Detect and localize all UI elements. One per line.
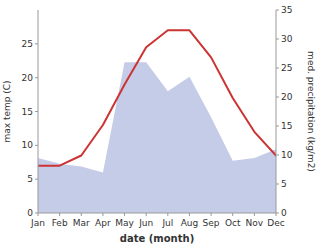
y2-tick [276,213,279,214]
y-tick [35,43,38,44]
plot-area [38,30,276,213]
x-tick-label: Jan [30,218,45,228]
y-tick [35,145,38,146]
y2-tick [276,39,279,40]
y2-tick-label: 30 [281,34,293,44]
y2-tick [276,97,279,98]
y-tick [35,213,38,214]
chart: Jan Feb Mar Apr May Jun Jul Aug Sep Oct NovDec date… [0,0,318,247]
x-tick-label: Apr [95,218,111,228]
y-tick [35,77,38,78]
x-tick-label: Sep [203,218,220,228]
y-tick-label: 10 [22,140,34,150]
y2-tick-label: 10 [281,150,293,160]
y-tick-label: 5 [27,174,33,184]
y2-axis-line [276,10,277,213]
y2-tick-label: 25 [281,63,292,73]
x-tick [59,213,60,216]
x-tick-label: Aug [181,218,199,228]
x-tick [102,213,103,216]
y2-tick [276,126,279,127]
y2-tick-label: 35 [281,5,292,15]
x-tick [189,213,190,216]
y-tick-label: 25 [22,39,33,49]
y2-tick [276,184,279,185]
x-tick-label: Jul [161,218,173,228]
y-tick-label: 20 [22,73,34,83]
x-tick [254,213,255,216]
precipitation-area [38,62,276,213]
y-tick-label: 0 [27,208,33,218]
x-tick-label: Dec [267,218,284,228]
x-tick-label: Mar [73,218,90,228]
y2-tick [276,68,279,69]
y-tick [35,111,38,112]
y2-tick-label: 15 [281,121,292,131]
y2-tick-label: 5 [281,179,287,189]
y2-tick [276,10,279,11]
x-tick-label: Nov [246,218,264,228]
x-tick [167,213,168,216]
x-tick [81,213,82,216]
y-tick-label: 15 [22,107,33,117]
y-axis-label: max temp (C) [2,80,12,142]
y2-tick-label: 0 [281,208,287,218]
x-axis-line [38,213,276,214]
y-tick [35,179,38,180]
x-tick [211,213,212,216]
x-tick-label: Jun [138,218,153,228]
x-tick [146,213,147,216]
x-tick [124,213,125,216]
x-tick-label: May [115,218,134,228]
y2-axis-label: med. precipitation (kg/m2) [306,51,316,172]
x-axis-label: date (month) [120,233,194,244]
x-tick-label: Feb [52,218,68,228]
y2-tick-label: 20 [281,92,293,102]
temperature-line [38,30,276,165]
y2-tick [276,155,279,156]
x-tick-label: Oct [225,218,241,228]
x-tick [232,213,233,216]
